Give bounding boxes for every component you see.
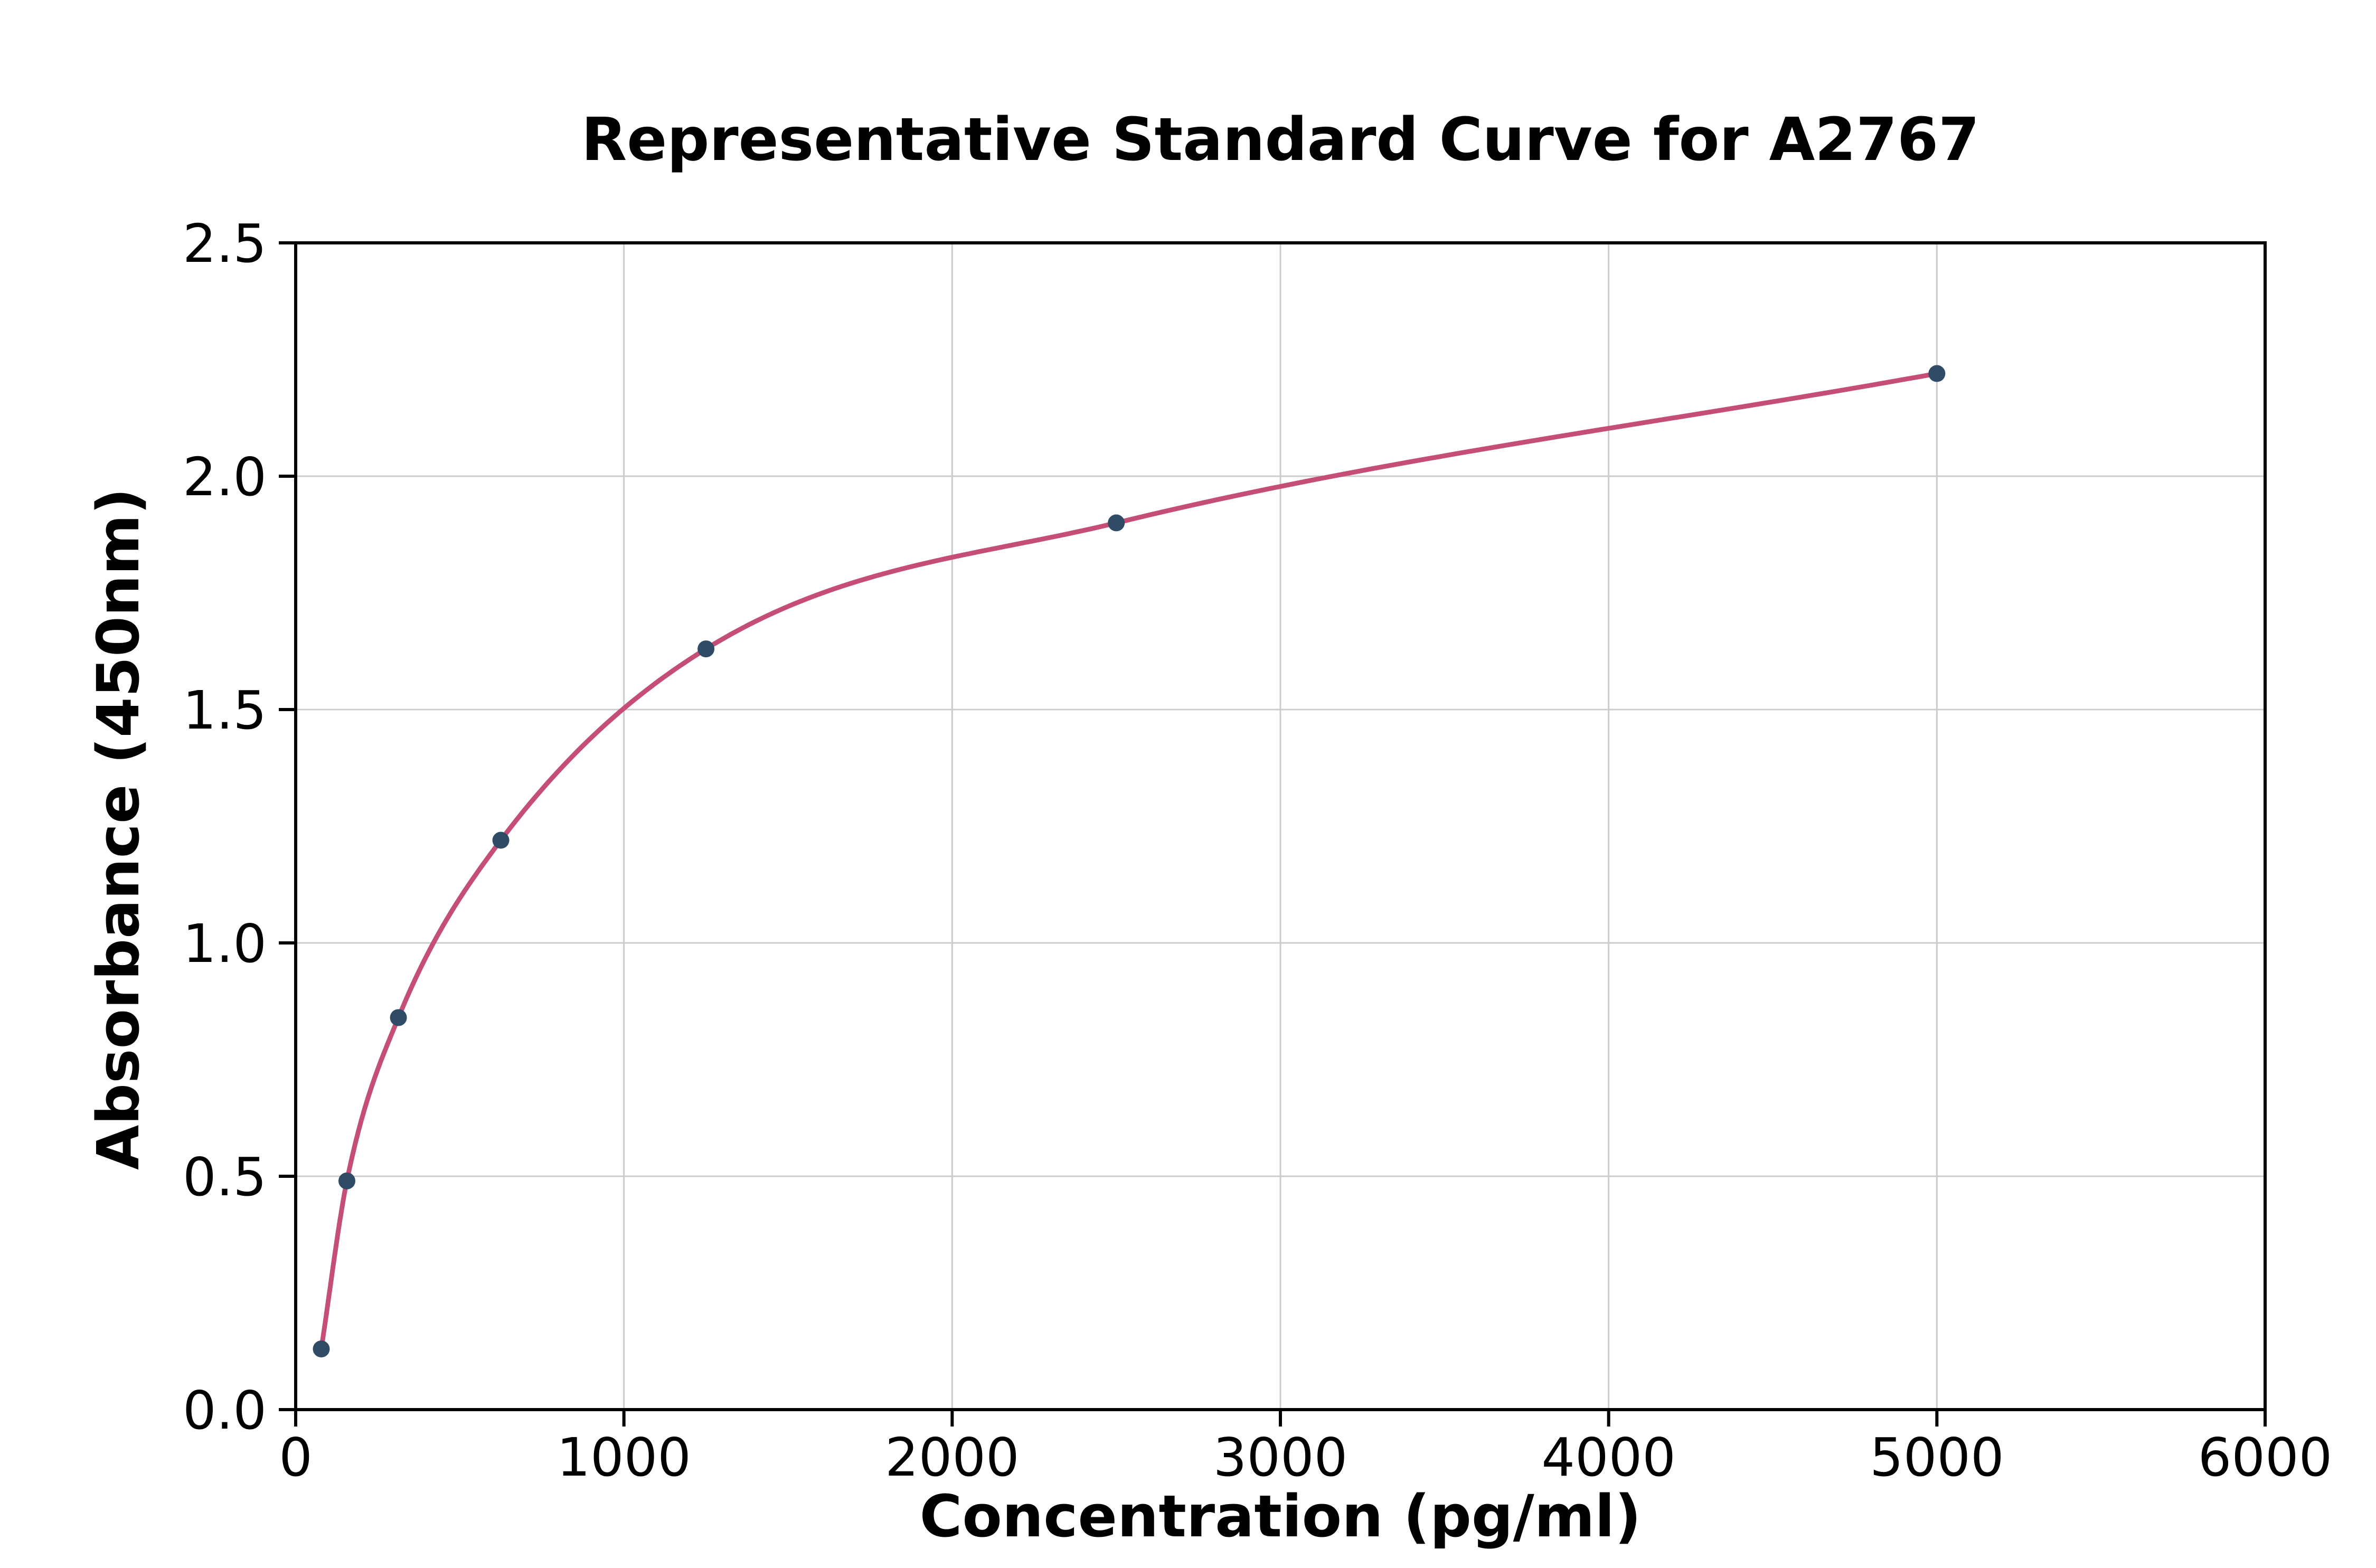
x-tick-label: 3000 <box>1213 1427 1348 1488</box>
y-tick-label: 1.0 <box>183 913 267 975</box>
y-tick-label: 0.0 <box>183 1380 267 1441</box>
y-tick-label: 1.5 <box>183 679 267 741</box>
x-tick-label: 4000 <box>1541 1427 1676 1488</box>
x-tick-label: 0 <box>279 1427 313 1488</box>
y-tick-label: 2.5 <box>183 213 267 275</box>
data-point <box>697 640 715 658</box>
y-tick-label: 2.0 <box>183 446 267 508</box>
data-point <box>1108 514 1125 532</box>
data-point <box>492 832 510 849</box>
chart-title: Representative Standard Curve for A2767 <box>581 106 1980 174</box>
x-tick-label: 5000 <box>1870 1427 2004 1488</box>
data-point <box>338 1172 355 1189</box>
x-tick-label: 2000 <box>885 1427 1020 1488</box>
data-point <box>390 1009 407 1026</box>
x-axis-label: Concentration (pg/ml) <box>919 1482 1642 1550</box>
data-point <box>1928 365 1946 382</box>
x-tick-label: 1000 <box>557 1427 691 1488</box>
x-tick-label: 6000 <box>2198 1427 2333 1488</box>
y-tick-label: 0.5 <box>183 1146 267 1208</box>
data-point <box>313 1340 330 1358</box>
fit-curve <box>319 371 1939 1352</box>
